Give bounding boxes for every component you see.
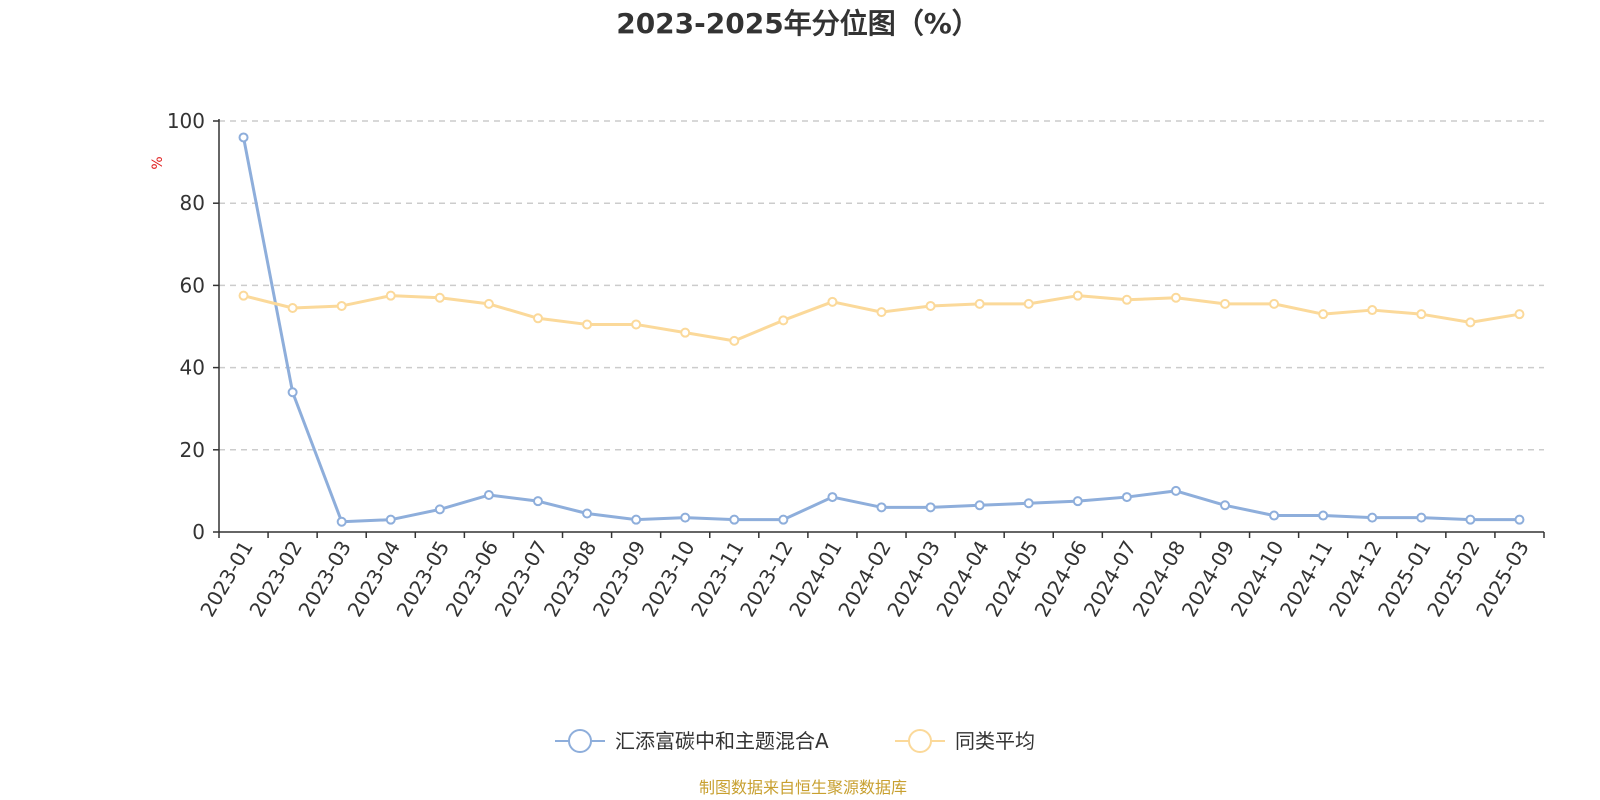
data-point-b[interactable] xyxy=(336,300,347,311)
data-point-a[interactable] xyxy=(1318,510,1329,521)
series-lines xyxy=(238,132,1525,527)
grid-lines xyxy=(219,120,1544,451)
data-point-a[interactable] xyxy=(483,490,494,501)
data-point-b[interactable] xyxy=(385,290,396,301)
legend-label-series-a: 汇添富碳中和主题混合A xyxy=(615,729,829,753)
data-point-b[interactable] xyxy=(1170,292,1181,303)
data-point-a[interactable] xyxy=(238,132,249,143)
data-point-b[interactable] xyxy=(631,319,642,330)
data-point-a[interactable] xyxy=(631,514,642,525)
data-point-b[interactable] xyxy=(532,313,543,324)
data-point-b[interactable] xyxy=(778,315,789,326)
data-point-b[interactable] xyxy=(1269,298,1280,309)
data-source-note: 制图数据来自恒生聚源数据库 xyxy=(699,778,907,797)
legend[interactable]: 汇添富碳中和主题混合A 同类平均 xyxy=(555,729,1035,753)
data-point-b[interactable] xyxy=(434,292,445,303)
data-point-b[interactable] xyxy=(287,303,298,314)
y-tick-label: 60 xyxy=(180,273,205,297)
data-point-b[interactable] xyxy=(1416,309,1427,320)
data-point-a[interactable] xyxy=(1465,514,1476,525)
data-point-a[interactable] xyxy=(1514,514,1525,525)
data-point-a[interactable] xyxy=(925,502,936,513)
data-point-a[interactable] xyxy=(287,387,298,398)
data-point-a[interactable] xyxy=(1121,492,1132,503)
data-point-b[interactable] xyxy=(483,298,494,309)
data-point-b[interactable] xyxy=(925,300,936,311)
data-point-b[interactable] xyxy=(876,307,887,318)
data-point-b[interactable] xyxy=(1318,309,1329,320)
data-point-b[interactable] xyxy=(1220,298,1231,309)
data-point-a[interactable] xyxy=(1170,485,1181,496)
data-point-b[interactable] xyxy=(238,290,249,301)
chart-title: 2023-2025年分位图（%） xyxy=(616,7,980,40)
legend-swatch-marker-series-b xyxy=(908,729,932,753)
data-point-a[interactable] xyxy=(1072,496,1083,507)
data-point-a[interactable] xyxy=(1023,498,1034,509)
y-tick-label: 20 xyxy=(180,438,205,462)
data-point-a[interactable] xyxy=(876,502,887,513)
data-point-a[interactable] xyxy=(680,512,691,523)
data-point-a[interactable] xyxy=(827,492,838,503)
data-point-b[interactable] xyxy=(1514,309,1525,320)
data-point-a[interactable] xyxy=(336,516,347,527)
legend-label-series-b: 同类平均 xyxy=(955,729,1035,753)
data-point-b[interactable] xyxy=(1023,298,1034,309)
data-point-b[interactable] xyxy=(1465,317,1476,328)
series-line-a xyxy=(242,137,1520,524)
y-tick-label: 100 xyxy=(167,109,205,133)
data-point-a[interactable] xyxy=(1269,510,1280,521)
data-point-b[interactable] xyxy=(974,298,985,309)
data-point-b[interactable] xyxy=(582,319,593,330)
data-point-a[interactable] xyxy=(434,504,445,515)
data-point-b[interactable] xyxy=(680,327,691,338)
data-point-b[interactable] xyxy=(729,335,740,346)
data-point-a[interactable] xyxy=(385,514,396,525)
data-point-a[interactable] xyxy=(582,508,593,519)
y-axis-unit-label: % xyxy=(150,156,166,169)
data-point-a[interactable] xyxy=(532,496,543,507)
data-point-a[interactable] xyxy=(1367,512,1378,523)
legend-item-series-a[interactable]: 汇添富碳中和主题混合A xyxy=(555,729,829,753)
series-line-b xyxy=(243,294,1520,343)
data-point-a[interactable] xyxy=(1416,512,1427,523)
data-point-a[interactable] xyxy=(729,514,740,525)
data-point-b[interactable] xyxy=(1072,290,1083,301)
y-tick-label: 80 xyxy=(180,191,205,215)
data-point-a[interactable] xyxy=(974,500,985,511)
data-point-a[interactable] xyxy=(1220,500,1231,511)
axes: 0204060801002023-012023-022023-032023-04… xyxy=(167,109,1545,621)
legend-item-series-b[interactable]: 同类平均 xyxy=(895,729,1035,753)
data-point-b[interactable] xyxy=(1121,294,1132,305)
y-tick-label: 40 xyxy=(180,356,205,380)
y-tick-label: 0 xyxy=(192,520,205,544)
data-point-b[interactable] xyxy=(827,296,838,307)
data-point-b[interactable] xyxy=(1367,305,1378,316)
legend-swatch-marker-series-a xyxy=(568,729,592,753)
data-point-a[interactable] xyxy=(778,514,789,525)
